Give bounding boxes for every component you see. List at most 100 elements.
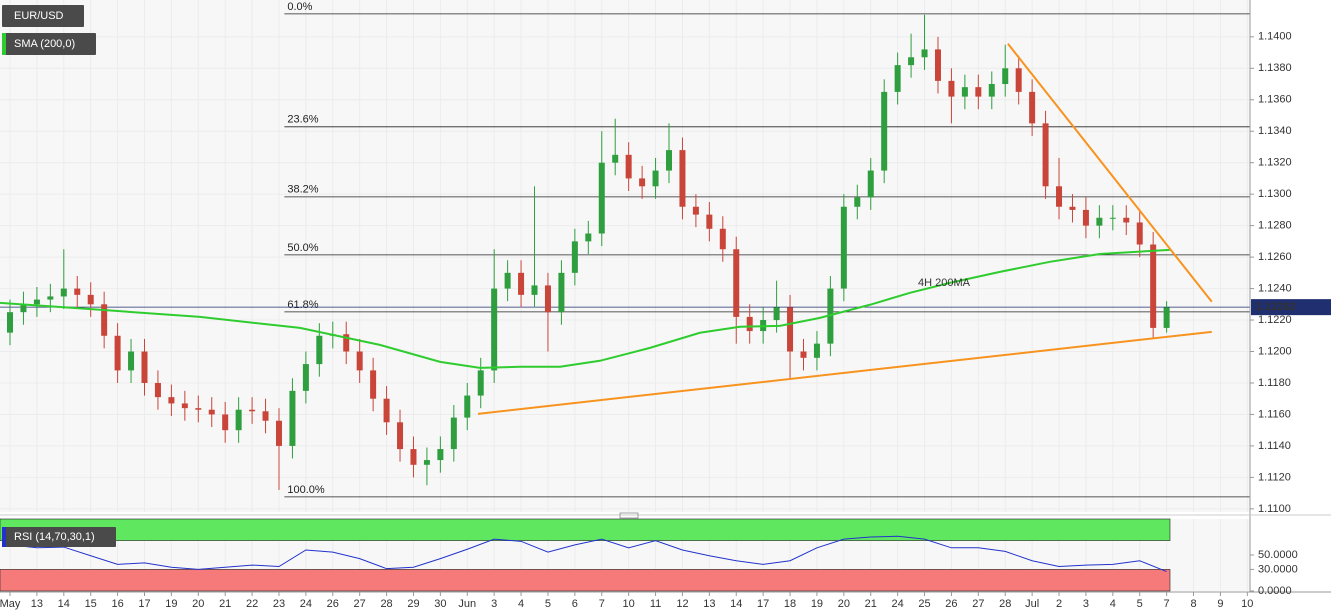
candle-body	[531, 285, 538, 295]
x-tick-label: 27	[354, 598, 366, 610]
legend-label: RSI (14,70,30,1)	[14, 531, 95, 543]
legend-swatch	[2, 527, 6, 547]
candle-body	[464, 395, 471, 418]
x-tick-label: 7	[599, 598, 605, 610]
sma-label: SMA (200,0)	[2, 33, 96, 55]
y-tick-label: 1.1300	[1258, 188, 1292, 200]
candle-body	[477, 370, 484, 396]
candle-body	[383, 398, 390, 423]
candle-body	[208, 409, 215, 415]
candle-body	[1163, 307, 1170, 328]
y-tick-label: 1.1380	[1258, 62, 1292, 74]
x-tick-label: 3	[491, 598, 497, 610]
candle-body	[101, 304, 108, 336]
candle-body	[518, 272, 525, 295]
y-tick-label: 1.1360	[1258, 94, 1292, 106]
candle-body	[168, 397, 175, 404]
fib-label: 38.2%	[287, 184, 318, 196]
candle-body	[47, 296, 54, 300]
candle-body	[894, 65, 901, 92]
candle-body	[1136, 222, 1143, 245]
overbought-zone	[0, 518, 1171, 541]
candle-body	[154, 382, 161, 398]
x-tick-label: 13	[703, 598, 715, 610]
candle-body	[275, 420, 282, 446]
candle-body	[787, 307, 794, 352]
candle-body	[262, 411, 269, 421]
x-tick-label: May	[0, 598, 21, 610]
candle-body	[706, 214, 713, 229]
candle-body	[423, 460, 430, 465]
last-price-box	[1251, 299, 1331, 316]
candle-body	[141, 351, 148, 383]
candle-body	[87, 294, 94, 305]
y-tick-label: 1.1100	[1258, 503, 1291, 515]
fib-label: 61.8%	[287, 299, 318, 311]
x-tick-label: 6	[572, 598, 578, 610]
y-tick-label: 1.1200	[1258, 345, 1292, 357]
y-tick-label: 1.1120	[1258, 471, 1291, 483]
candle-body	[235, 409, 242, 431]
y-tick-label: 1.1220	[1258, 314, 1292, 326]
candle-body	[491, 288, 498, 371]
rsi-tick-label: 30.0000	[1258, 563, 1298, 575]
y-tick-label: 1.1240	[1258, 282, 1292, 294]
sma-box	[2, 33, 96, 55]
rsi-box	[2, 527, 116, 547]
x-tick-label: 5	[1137, 598, 1143, 610]
x-tick-label: 7	[1164, 598, 1170, 610]
y-tick-label: 1.1340	[1258, 125, 1292, 137]
y-tick-label: 1.1140	[1258, 440, 1291, 452]
x-tick-label: 26	[327, 598, 339, 610]
fib-label: 23.6%	[287, 114, 318, 126]
x-tick-label: 20	[838, 598, 850, 610]
candle-body	[1002, 68, 1009, 85]
x-tick-label: 23	[273, 598, 285, 610]
candle-body	[881, 91, 888, 171]
trendline	[1007, 43, 1213, 303]
candle-body	[343, 334, 350, 352]
sma-line	[0, 248, 1170, 369]
candle-body	[1056, 186, 1063, 207]
drag-handle[interactable]	[619, 512, 639, 519]
candle-body	[692, 206, 699, 215]
annotation: 4H 200MA	[918, 277, 971, 289]
candle-body	[1082, 209, 1089, 226]
x-tick-label: Jun	[458, 598, 476, 610]
candle-body	[316, 335, 323, 365]
candle-body	[195, 408, 202, 410]
x-tick-label: 17	[757, 598, 769, 610]
rsi-tick-label: 0.0000	[1258, 585, 1292, 597]
x-tick-label: 19	[811, 598, 823, 610]
x-tick-label: 19	[165, 598, 177, 610]
symbol: EUR/USD	[14, 10, 64, 22]
x-tick-label: 11	[650, 598, 661, 610]
x-tick-label: 18	[784, 598, 796, 610]
x-tick-label: 14	[58, 598, 70, 610]
x-tick-label: 12	[676, 598, 688, 610]
candle-body	[437, 449, 444, 461]
candle-body	[733, 249, 740, 317]
candle-body	[181, 403, 188, 409]
x-tick-label: 16	[111, 598, 123, 610]
candle-body	[625, 154, 632, 179]
candle-body	[585, 233, 592, 242]
x-tick-label: 21	[865, 598, 877, 610]
plot: 0.0% 23.6% 38.2% 50.0% 61.8% 100.0%	[0, 1, 1250, 592]
candle-body	[302, 364, 309, 391]
symbol-box	[2, 5, 84, 27]
oversold-zone	[0, 569, 1171, 592]
candle-body	[114, 335, 121, 371]
x-tick-label: 3	[1083, 598, 1089, 610]
candle-body	[370, 370, 377, 399]
candle-body	[356, 351, 363, 371]
candle-body	[74, 288, 81, 295]
candle-body	[1015, 68, 1022, 92]
last-price-label: 1.12282	[1256, 301, 1296, 313]
y-tick-label: 1.1160	[1258, 408, 1291, 420]
fib-label: 0.0%	[287, 1, 312, 13]
candle-body	[1096, 217, 1103, 226]
candle-body	[719, 228, 726, 250]
y-tick-label: 1.1260	[1258, 251, 1292, 263]
x-tick-label: 2	[1056, 598, 1062, 610]
